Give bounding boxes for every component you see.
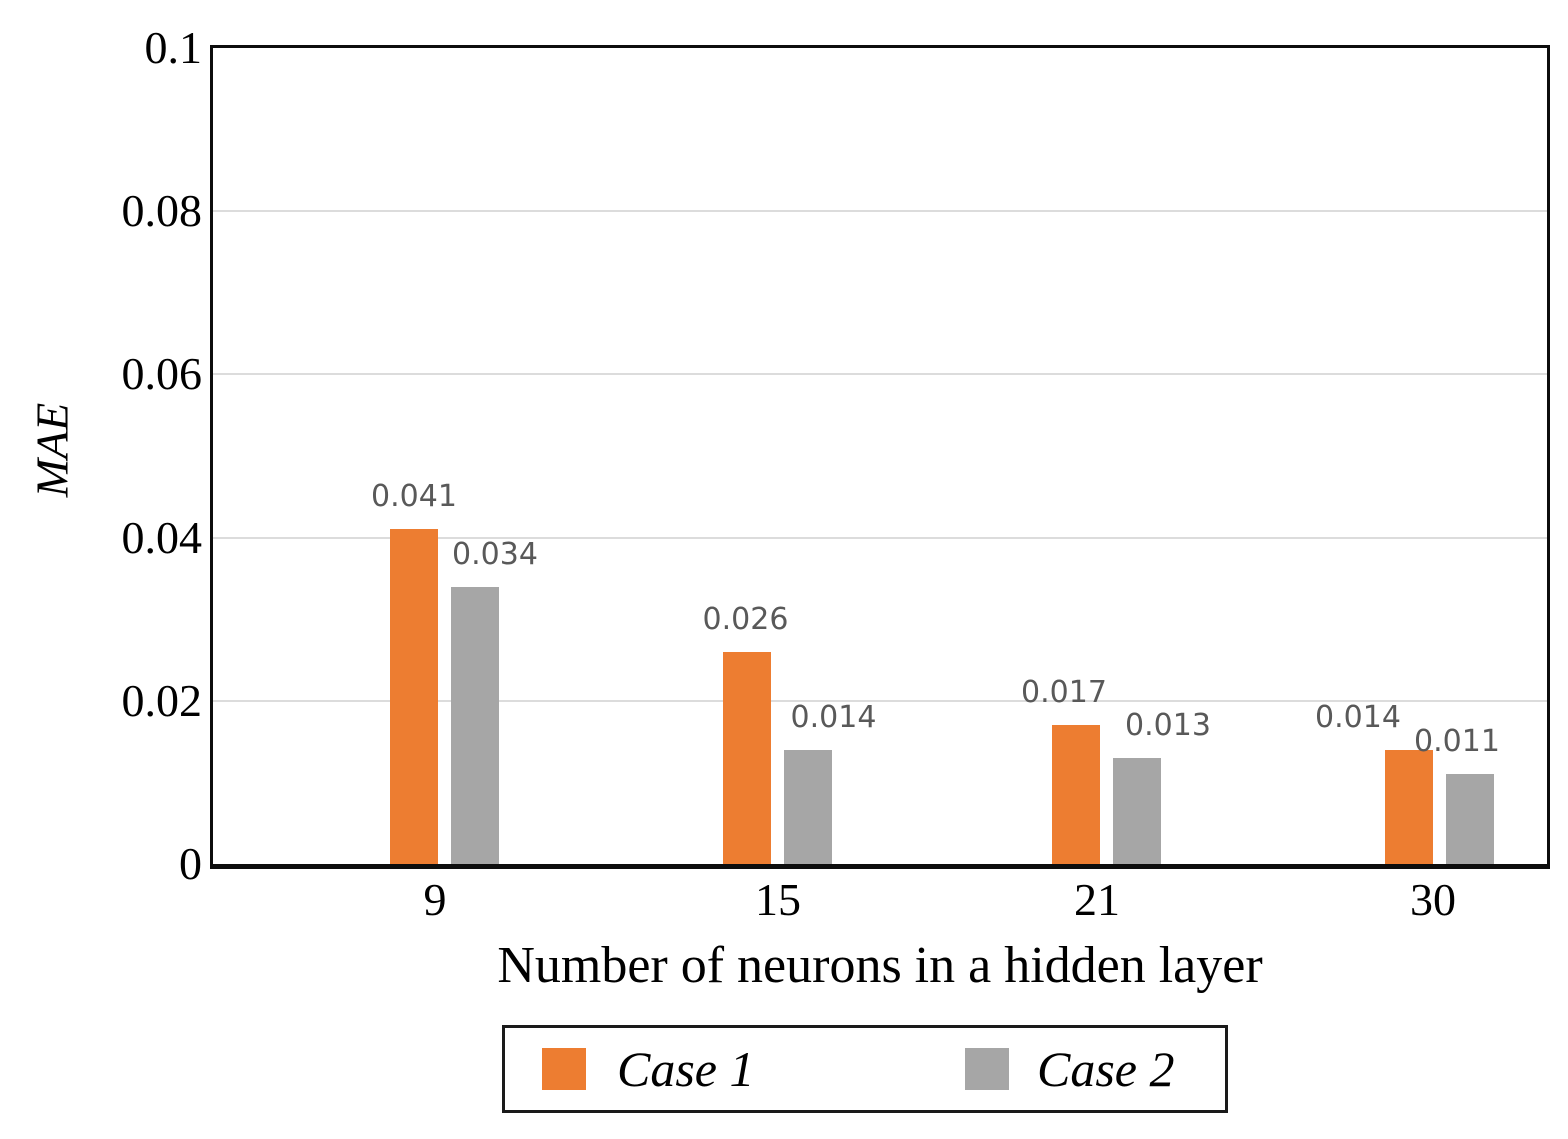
gridline-0.08	[213, 210, 1547, 213]
legend-swatch-case-1	[542, 1048, 586, 1090]
bar-value-label-case-2-9: 0.034	[452, 536, 538, 572]
bar-value-label-case-1-15: 0.026	[702, 601, 789, 637]
bar-case-2-9	[451, 586, 499, 864]
y-tick-0.06: 0.06	[121, 348, 203, 400]
y-tick-0.08: 0.08	[121, 185, 203, 237]
x-tick-9: 9	[423, 874, 447, 925]
gridline-0.04	[213, 536, 1547, 539]
bar-case-1-30	[1385, 749, 1433, 864]
bar-value-label-case-2-15: 0.014	[790, 699, 877, 735]
bar-case-1-15	[722, 651, 771, 864]
gridline-0.06	[213, 373, 1547, 376]
bar-case-2-15	[783, 749, 832, 864]
bar-case-2-21	[1113, 757, 1161, 864]
bar-case-2-30	[1446, 774, 1494, 864]
bar-value-label-case-1-21: 0.017	[1021, 675, 1107, 711]
bar-value-label-case-2-21: 0.013	[1125, 707, 1211, 743]
y-tick-0.02: 0.02	[121, 674, 203, 726]
legend-label-case-2: Case 2	[1037, 1041, 1175, 1097]
bar-case-1-9	[390, 529, 438, 864]
bar-value-label-case-1-30: 0.014	[1315, 699, 1401, 735]
bar-case-1-21	[1052, 725, 1100, 864]
y-tick-0.1: 0.1	[144, 22, 203, 73]
bar-value-label-case-1-9: 0.041	[371, 479, 457, 515]
x-axis-title: Number of neurons in a hidden layer	[497, 937, 1263, 994]
legend: Case 1 Case 2	[502, 1025, 1228, 1113]
x-tick-30: 30	[1410, 874, 1456, 925]
bar-value-label-case-2-30: 0.011	[1414, 724, 1500, 760]
y-axis-title: MAE	[26, 402, 78, 498]
y-tick-0.04: 0.04	[121, 511, 203, 563]
y-tick-0: 0	[179, 838, 202, 889]
x-tick-21: 21	[1074, 874, 1120, 925]
legend-label-case-1: Case 1	[617, 1041, 755, 1097]
x-tick-15: 15	[755, 874, 801, 925]
legend-swatch-case-2	[965, 1048, 1009, 1090]
gridline-0.02	[213, 699, 1547, 702]
